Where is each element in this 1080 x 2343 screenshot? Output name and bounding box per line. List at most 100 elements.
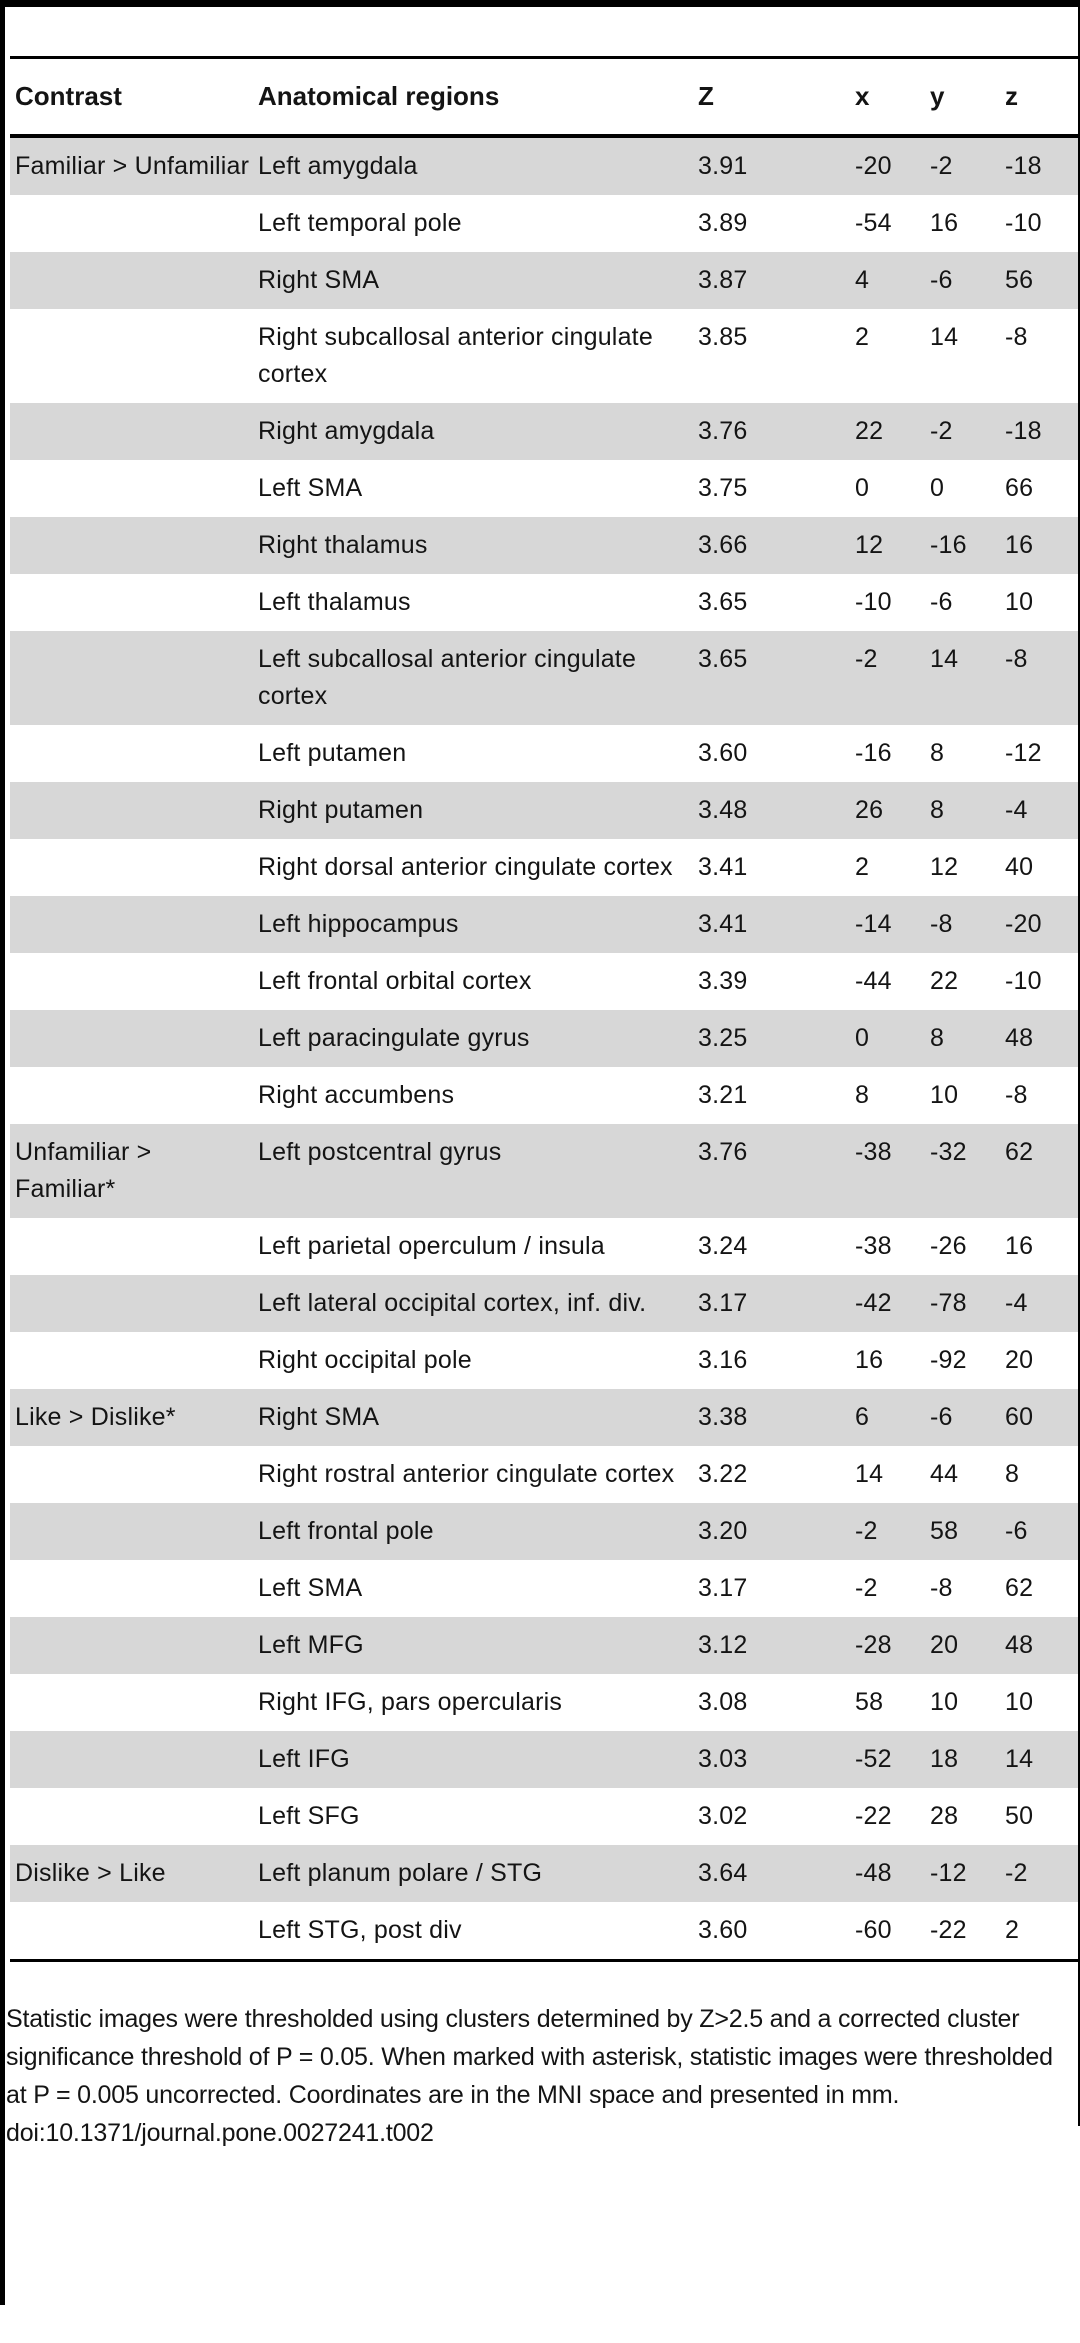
contrast-cell — [10, 1617, 250, 1674]
contrast-cell — [10, 517, 250, 574]
zstat-cell: 3.91 — [698, 152, 748, 180]
z-coordinate-cell: 8 — [1005, 1460, 1020, 1488]
header-row: Contrast Anatomical regions Z x y z — [10, 56, 1080, 138]
z-coordinate-cell: 56 — [1005, 266, 1034, 294]
contrast-cell — [10, 1902, 250, 1962]
y-coordinate-cell: 8 — [930, 739, 945, 767]
x-coordinate-cell: 16 — [855, 1346, 884, 1374]
z-coordinate-cell: 48 — [1005, 1024, 1034, 1052]
zstat-cell: 3.16 — [698, 1346, 748, 1374]
z-coordinate-cell: 10 — [1005, 588, 1034, 616]
x-coordinate-cell: -48 — [855, 1859, 892, 1887]
zstat-cell: 3.66 — [698, 531, 748, 559]
contrast-cell — [10, 574, 250, 631]
y-coordinate-cell: -8 — [930, 910, 953, 938]
x-coordinate-cell: -28 — [855, 1631, 892, 1659]
z-coordinate-cell: 62 — [1005, 1574, 1034, 1602]
contrast-cell — [10, 1446, 250, 1503]
region-cell: Left amygdala — [258, 152, 418, 180]
region-cell: Right amygdala — [258, 417, 435, 445]
y-coordinate-cell: 58 — [930, 1517, 959, 1545]
table-figure: Contrast Anatomical regions Z x y z Fami… — [6, 56, 1080, 2147]
table-row: Left lateral occipital cortex, inf. div.… — [10, 1275, 1080, 1332]
x-coordinate-cell: -16 — [855, 739, 892, 767]
contrast-cell: Dislike > Like — [15, 1859, 166, 1887]
contrast-cell — [10, 1067, 250, 1124]
z-coordinate-cell: 16 — [1005, 1232, 1034, 1260]
table-row: Right thalamus 3.66 12 -16 16 — [10, 517, 1080, 574]
region-cell: Left planum polare / STG — [258, 1859, 543, 1887]
region-cell: Left thalamus — [258, 588, 411, 616]
z-coordinate-cell: -10 — [1005, 209, 1042, 237]
zstat-cell: 3.64 — [698, 1859, 748, 1887]
col-header-contrast: Contrast — [10, 56, 250, 138]
contrast-cell — [10, 309, 250, 403]
contrast-cell — [10, 1674, 250, 1731]
x-coordinate-cell: 22 — [855, 417, 884, 445]
z-coordinate-cell: 48 — [1005, 1631, 1034, 1659]
col-header-y: y — [928, 56, 1003, 138]
y-coordinate-cell: 0 — [930, 474, 945, 502]
x-coordinate-cell: -2 — [855, 645, 878, 673]
x-coordinate-cell: -10 — [855, 588, 892, 616]
region-cell: Right IFG, pars opercularis — [258, 1688, 563, 1716]
region-cell: Right putamen — [258, 796, 424, 824]
y-coordinate-cell: -8 — [930, 1574, 953, 1602]
contrast-cell — [10, 1275, 250, 1332]
region-cell: Right rostral anterior cingulate cortex — [258, 1460, 675, 1488]
region-cell: Left SMA — [258, 1574, 363, 1602]
col-header-anatomical-regions: Anatomical regions — [250, 56, 696, 138]
table-row: Like > Dislike* Right SMA 3.38 6 -6 60 — [10, 1389, 1080, 1446]
z-coordinate-cell: -2 — [1005, 1859, 1028, 1887]
z-coordinate-cell: -18 — [1005, 417, 1042, 445]
zstat-cell: 3.38 — [698, 1403, 748, 1431]
y-coordinate-cell: 20 — [930, 1631, 959, 1659]
contrast-cell — [10, 1731, 250, 1788]
z-coordinate-cell: 50 — [1005, 1802, 1034, 1830]
x-coordinate-cell: 8 — [855, 1081, 870, 1109]
right-frame-line — [1078, 0, 1080, 2126]
z-coordinate-cell: -6 — [1005, 1517, 1028, 1545]
zstat-cell: 3.87 — [698, 266, 748, 294]
y-coordinate-cell: -6 — [930, 1403, 953, 1431]
contrast-cell — [10, 1560, 250, 1617]
z-coordinate-cell: -4 — [1005, 1289, 1028, 1317]
zstat-cell: 3.12 — [698, 1631, 748, 1659]
z-coordinate-cell: -8 — [1005, 1081, 1028, 1109]
region-cell: Left SFG — [258, 1802, 360, 1830]
z-coordinate-cell: -4 — [1005, 796, 1028, 824]
x-coordinate-cell: -60 — [853, 1902, 928, 1962]
y-coordinate-cell: 14 — [930, 645, 959, 673]
contrast-cell — [10, 460, 250, 517]
zstat-cell: 3.41 — [698, 910, 748, 938]
y-coordinate-cell: -6 — [930, 266, 953, 294]
top-rule — [0, 0, 1080, 7]
col-header-x: x — [853, 56, 928, 138]
y-coordinate-cell: 14 — [930, 323, 959, 351]
y-coordinate-cell: -32 — [930, 1138, 967, 1166]
table-row: Left IFG 3.03 -52 18 14 — [10, 1731, 1080, 1788]
table-row: Unfamiliar > Familiar* Left postcentral … — [10, 1124, 1080, 1218]
region-cell: Left postcentral gyrus — [258, 1138, 502, 1166]
zstat-cell: 3.17 — [698, 1574, 748, 1602]
contrast-cell — [10, 252, 250, 309]
x-coordinate-cell: 26 — [855, 796, 884, 824]
y-coordinate-cell: -22 — [928, 1902, 1003, 1962]
table-footnote: Statistic images were thresholded using … — [6, 2005, 1053, 2109]
x-coordinate-cell: 4 — [855, 266, 870, 294]
table-row: Left MFG 3.12 -28 20 48 — [10, 1617, 1080, 1674]
y-coordinate-cell: -6 — [930, 588, 953, 616]
contrast-cell — [10, 725, 250, 782]
z-coordinate-cell: -8 — [1005, 645, 1028, 673]
contrast-cell: Unfamiliar > Familiar* — [15, 1138, 152, 1203]
zstat-cell: 3.89 — [698, 209, 748, 237]
zstat-cell: 3.03 — [698, 1745, 748, 1773]
zstat-cell: 3.75 — [698, 474, 748, 502]
y-coordinate-cell: -26 — [930, 1232, 967, 1260]
y-coordinate-cell: -16 — [930, 531, 967, 559]
x-coordinate-cell: -20 — [855, 152, 892, 180]
region-cell: Right accumbens — [258, 1081, 455, 1109]
y-coordinate-cell: 8 — [930, 796, 945, 824]
table-row: Left subcallosal anterior cingulate cort… — [10, 631, 1080, 725]
table-row: Left SMA 3.75 0 0 66 — [10, 460, 1080, 517]
